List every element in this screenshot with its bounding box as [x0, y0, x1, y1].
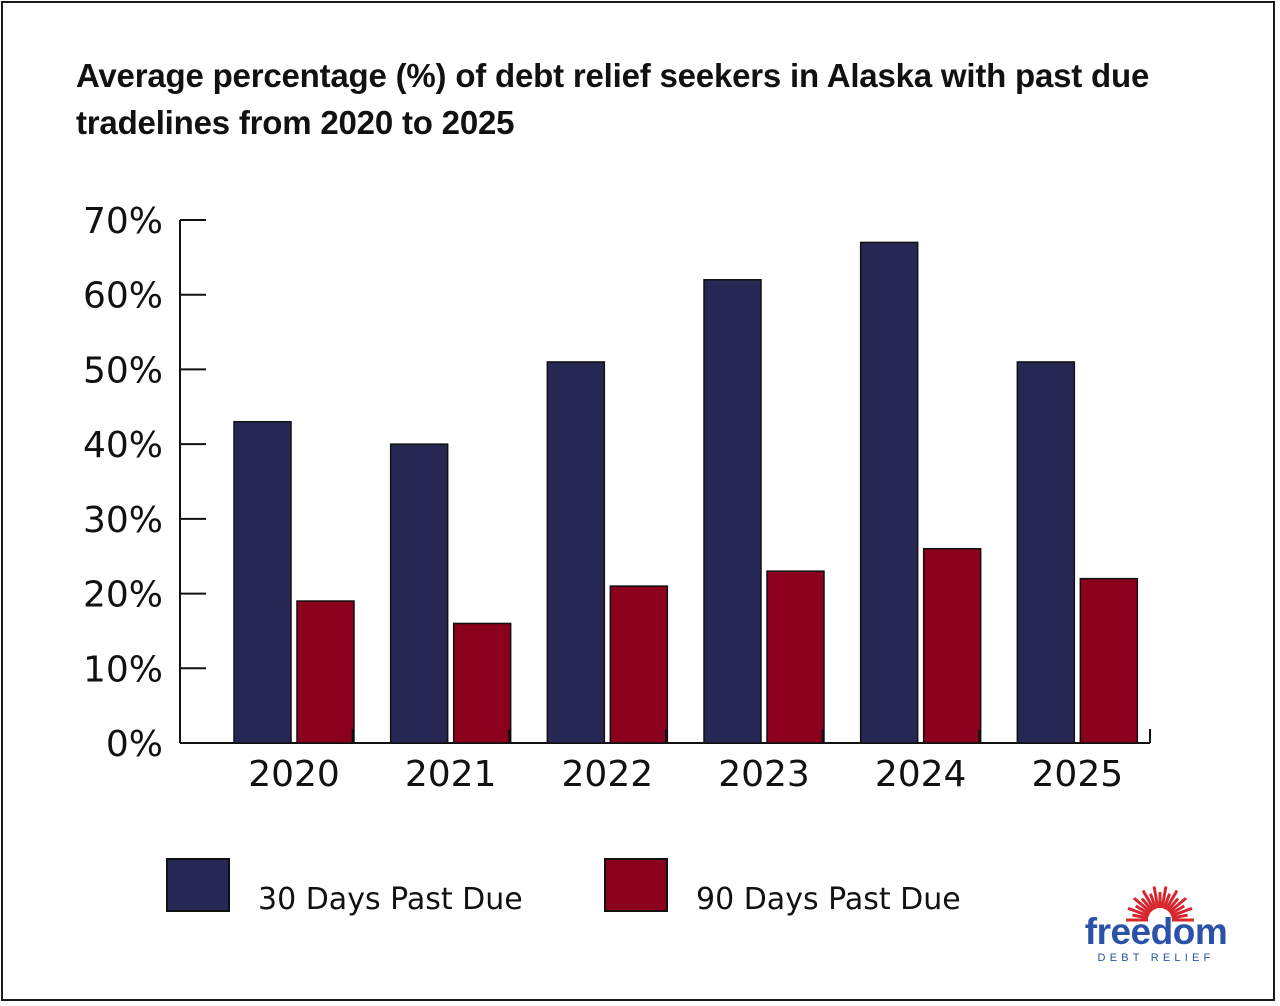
logo-wordmark: freedom	[1084, 911, 1228, 952]
legend-swatch-30-days	[166, 858, 230, 912]
freedom-debt-relief-logo: freedom DEBT RELIEF	[1068, 876, 1238, 966]
sun-ray	[1132, 913, 1149, 920]
y-tick-label: 10%	[83, 649, 163, 690]
bar-30-days-2022	[546, 361, 606, 744]
bar-90-days-2022	[609, 585, 669, 744]
y-tick-label: 70%	[83, 201, 163, 242]
sun-ray	[1152, 886, 1160, 909]
sun-ray	[1140, 897, 1154, 912]
logo-tagline: DEBT RELIEF	[1097, 952, 1215, 964]
legend-item-30-days: 30 Days Past Due	[166, 858, 546, 917]
y-tick-label: 0%	[106, 724, 163, 765]
sun-ray	[1166, 897, 1180, 912]
chart-title: Average percentage (%) of debt relief se…	[76, 57, 1150, 141]
bar-30-days-2021	[389, 443, 449, 744]
y-tick-label: 20%	[83, 575, 163, 616]
sun-ray	[1171, 913, 1188, 920]
sun-ray	[1135, 904, 1151, 916]
legend-label-90-days: 90 Days Past Due	[696, 882, 961, 917]
sun-ray	[1141, 889, 1156, 911]
bar-90-days-2020	[296, 600, 355, 744]
sun-ray	[1127, 906, 1150, 918]
legend-item-90-days: 90 Days Past Due	[604, 858, 984, 917]
bar-90-days-2024	[922, 547, 982, 744]
x-tick-label: 2023	[718, 754, 810, 795]
x-tick-label: 2022	[562, 754, 654, 795]
sunrise-icon	[1126, 886, 1194, 922]
bar-90-days-2025	[1079, 577, 1139, 744]
legend-swatch-90-days	[604, 858, 668, 912]
sun-ray	[1149, 893, 1158, 910]
sun-ray	[1168, 896, 1188, 914]
bar-30-days-2020	[233, 420, 292, 744]
sun-ray	[1164, 889, 1179, 911]
bar-30-days-2024	[859, 241, 919, 744]
legend-label-30-days: 30 Days Past Due	[258, 882, 523, 917]
bar-90-days-2021	[452, 622, 512, 744]
bar-90-days-2023	[766, 570, 825, 744]
x-tick-label: 2021	[405, 754, 497, 795]
x-tick-label: 2024	[875, 754, 967, 795]
x-tick-label: 2020	[248, 754, 340, 795]
y-tick-label: 50%	[83, 350, 163, 391]
sun-ray	[1162, 893, 1171, 910]
bar-30-days-2025	[1016, 361, 1076, 744]
sun-ray	[1132, 896, 1152, 914]
bar-30-days-2023	[703, 279, 762, 744]
sun-ray	[1160, 886, 1168, 909]
sun-ray	[1170, 906, 1193, 918]
y-tick-label: 30%	[83, 500, 163, 541]
y-tick-label: 40%	[83, 425, 163, 466]
x-tick-label: 2025	[1032, 754, 1124, 795]
sun-ray	[1169, 904, 1185, 916]
y-tick-label: 60%	[83, 276, 163, 317]
